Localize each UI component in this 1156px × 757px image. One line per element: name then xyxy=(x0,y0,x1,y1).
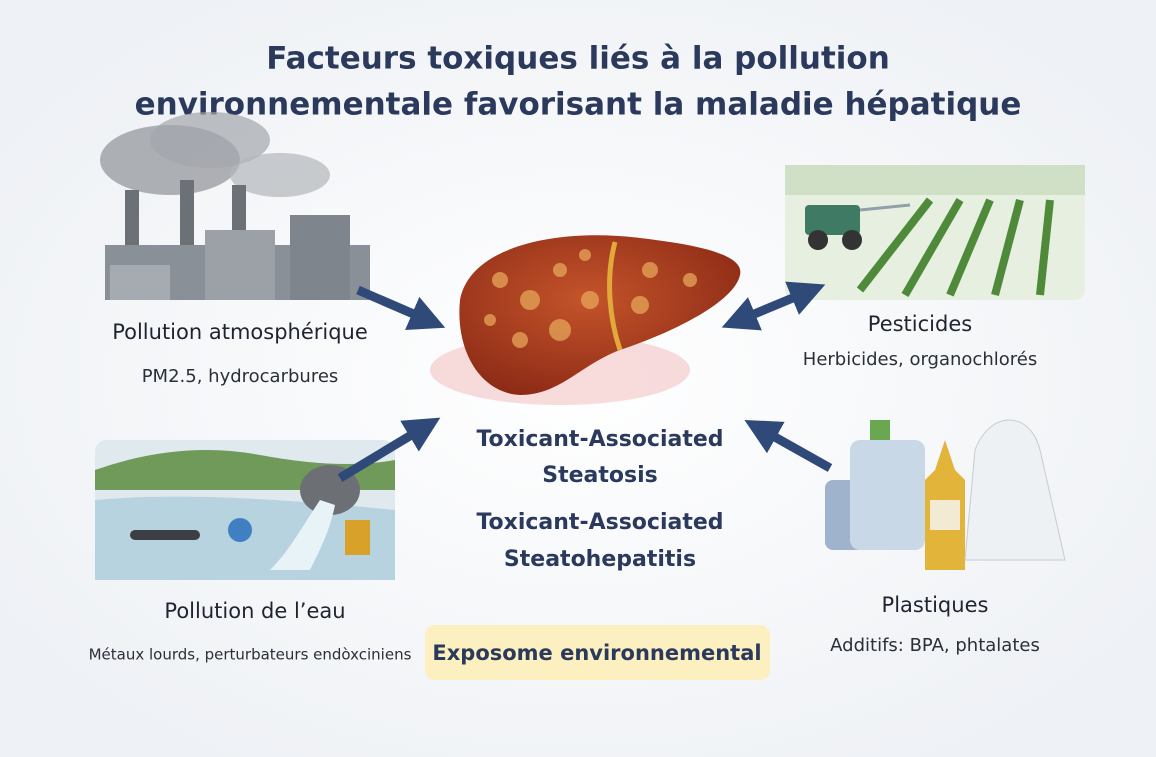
source-label: Plastiques xyxy=(882,593,989,617)
source-detail: PM2.5, hydrocarbures xyxy=(142,366,339,387)
condition-line: Toxicant-Associated xyxy=(476,510,723,535)
source-label: Pollution de l’eau xyxy=(164,599,345,623)
condition-line: Toxicant-Associated xyxy=(476,427,723,452)
source-label: Pesticides xyxy=(868,312,972,336)
condition-line: Steatohepatitis xyxy=(504,547,696,572)
plastics-illustration xyxy=(825,420,1065,570)
source-label: Pollution atmosphérique xyxy=(112,320,368,344)
exposome-label: Exposome environnemental xyxy=(432,641,761,665)
infographic: Facteurs toxiques liés à la pollution en… xyxy=(0,0,1156,757)
title-line: Facteurs toxiques liés à la pollution xyxy=(266,41,890,77)
title-line: environnementale favorisant la maladie h… xyxy=(135,87,1022,123)
condition-line: Steatosis xyxy=(542,463,658,488)
water-illustration xyxy=(95,440,395,580)
source-detail: Additifs: BPA, phtalates xyxy=(830,635,1040,656)
source-detail: Métaux lourds, perturbateurs endòxcinien… xyxy=(89,646,412,664)
source-detail: Herbicides, organochlorés xyxy=(803,349,1037,370)
field-illustration xyxy=(785,165,1085,300)
